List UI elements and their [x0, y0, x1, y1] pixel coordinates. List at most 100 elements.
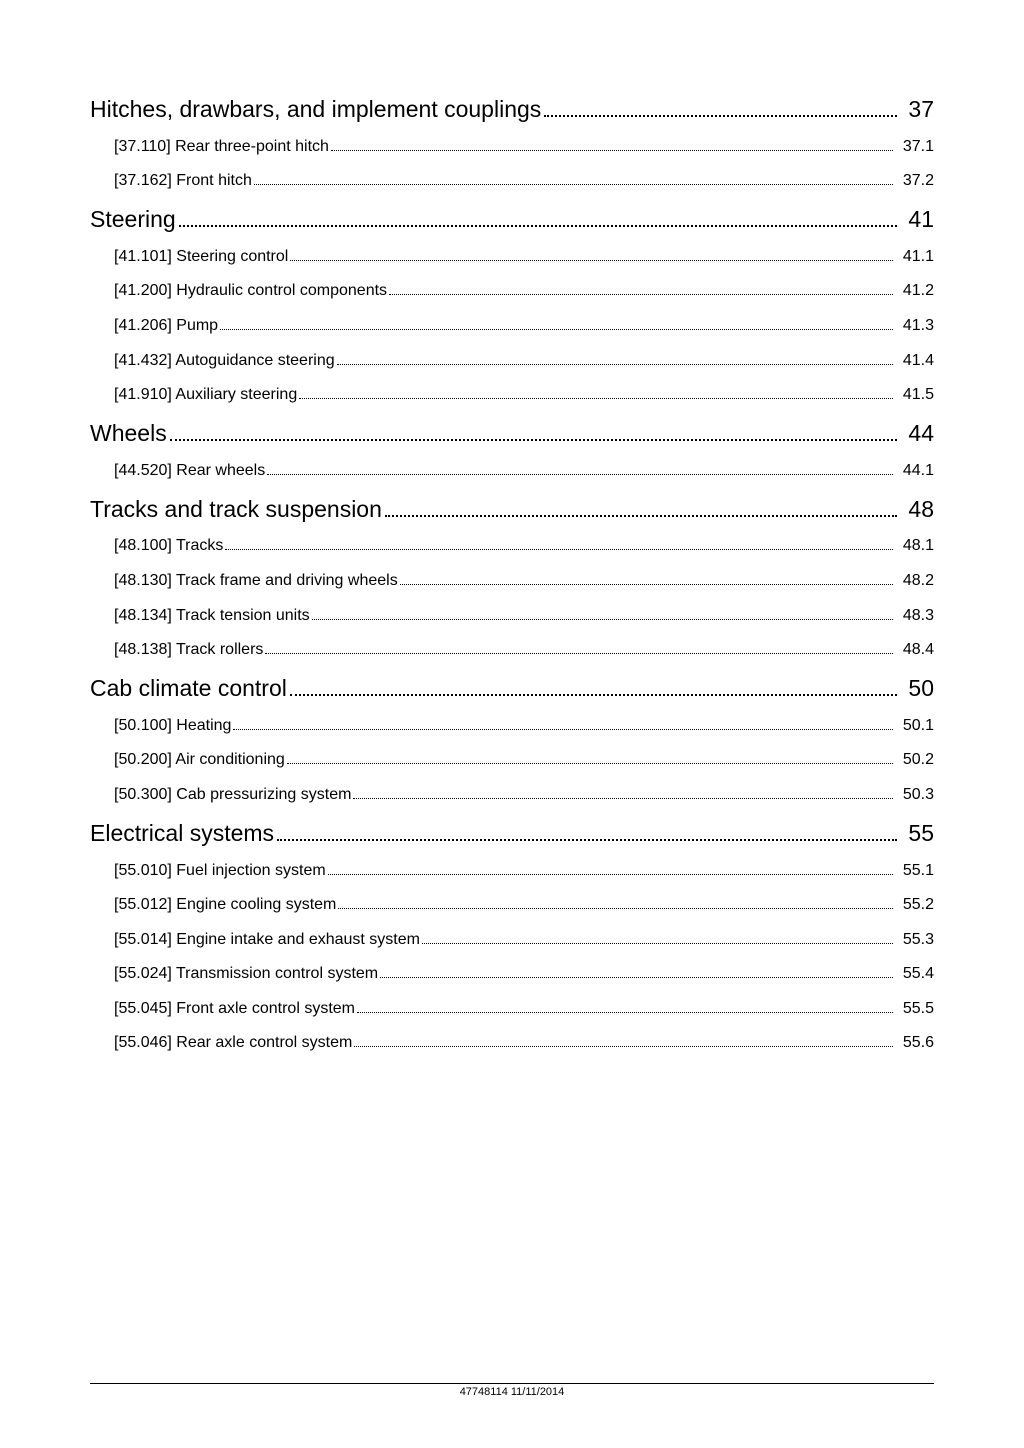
toc-subitem-label: [55.024] Transmission control system	[114, 965, 378, 983]
toc-subitem-label: [41.200] Hydraulic control components	[114, 282, 387, 300]
toc-leader-dots	[265, 641, 892, 655]
toc-section-page: 41	[900, 206, 934, 233]
page-footer: 47748114 11/11/2014	[90, 1383, 934, 1398]
toc-section-label: Cab climate control	[90, 675, 287, 702]
toc-section: Hitches, drawbars, and implement couplin…	[90, 96, 934, 123]
toc-subitem: [37.162] Front hitch37.2	[114, 172, 934, 191]
toc-subitem-label: [48.138] Track rollers	[114, 641, 263, 659]
toc-subitem-page: 55.5	[895, 1000, 934, 1018]
toc-leader-dots	[220, 316, 893, 330]
toc-section-label: Wheels	[90, 420, 167, 447]
toc-subitem: [48.100] Tracks 48.1	[114, 537, 934, 556]
footer-text: 47748114 11/11/2014	[460, 1386, 565, 1398]
toc-leader-dots	[170, 420, 898, 441]
toc-subitem: [55.014] Engine intake and exhaust syste…	[114, 930, 934, 949]
toc-subitem-page: 48.2	[895, 572, 934, 590]
toc-leader-dots	[225, 537, 892, 551]
toc-leader-dots	[254, 172, 893, 186]
toc-subitem-page: 37.1	[895, 138, 934, 156]
toc-leader-dots	[290, 675, 898, 696]
toc-section-page: 37	[900, 96, 934, 123]
toc-subitem: [48.134] Track tension units48.3	[114, 606, 934, 625]
toc-subitem-label: [48.130] Track frame and driving wheels	[114, 572, 398, 590]
toc-leader-dots	[337, 351, 893, 365]
toc-subitem: [50.300] Cab pressurizing system 50.3	[114, 785, 934, 804]
toc-subitem-label: [55.014] Engine intake and exhaust syste…	[114, 931, 420, 949]
toc-subitem-label: [55.010] Fuel injection system	[114, 862, 326, 880]
toc-subitem: [55.012] Engine cooling system 55.2	[114, 896, 934, 915]
toc-subitem-label: [48.134] Track tension units	[114, 607, 310, 625]
toc-section: Wheels 44	[90, 420, 934, 447]
toc-subitem-page: 48.1	[895, 537, 934, 555]
toc-leader-dots	[389, 282, 893, 296]
toc-subitem: [41.206] Pump41.3	[114, 316, 934, 335]
toc-section-label: Steering	[90, 206, 176, 233]
toc-leader-dots	[299, 386, 893, 400]
toc-subitem-label: [41.910] Auxiliary steering	[114, 386, 297, 404]
toc-subitem-label: [50.200] Air conditioning	[114, 751, 285, 769]
toc-subitem-page: 41.3	[895, 317, 934, 335]
toc-subitem: [41.200] Hydraulic control components 41.…	[114, 282, 934, 301]
toc-subitem: [41.101] Steering control41.1	[114, 247, 934, 266]
toc-subitem: [48.138] Track rollers 48.4	[114, 641, 934, 660]
toc-leader-dots	[544, 96, 897, 117]
toc-subitem-page: 55.4	[895, 965, 934, 983]
toc-subitem: [41.432] Autoguidance steering 41.4	[114, 351, 934, 370]
toc-subitem-label: [37.110] Rear three-point hitch	[114, 138, 329, 156]
toc-leader-dots	[233, 716, 892, 730]
toc-leader-dots	[353, 785, 892, 799]
toc-subitem-label: [55.045] Front axle control system	[114, 1000, 355, 1018]
toc-leader-dots	[179, 207, 898, 228]
toc-leader-dots	[267, 461, 893, 475]
toc-subitem: [50.200] Air conditioning50.2	[114, 751, 934, 770]
toc-section-page: 55	[900, 820, 934, 847]
toc-leader-dots	[385, 496, 898, 517]
toc-subitem-page: 41.1	[895, 248, 934, 266]
toc-subitem-label: [41.432] Autoguidance steering	[114, 352, 335, 370]
toc-subitem-label: [44.520] Rear wheels	[114, 462, 265, 480]
toc-leader-dots	[290, 247, 893, 261]
toc-leader-dots	[400, 571, 893, 585]
toc-subitem-page: 41.2	[895, 282, 934, 300]
toc-subitem-label: [50.300] Cab pressurizing system	[114, 786, 351, 804]
toc-section-label: Tracks and track suspension	[90, 496, 382, 523]
toc-subitem: [48.130] Track frame and driving wheels 4…	[114, 571, 934, 590]
toc-section-page: 50	[900, 675, 934, 702]
toc-subitem: [55.024] Transmission control system 55.4	[114, 965, 934, 984]
toc-subitem-label: [48.100] Tracks	[114, 537, 223, 555]
toc-subitem-page: 44.1	[895, 462, 934, 480]
toc-section: Cab climate control 50	[90, 675, 934, 702]
toc-subitem-label: [50.100] Heating	[114, 717, 231, 735]
toc-section: Electrical systems 55	[90, 820, 934, 847]
toc-subitem: [37.110] Rear three-point hitch 37.1	[114, 137, 934, 156]
toc-section: Tracks and track suspension 48	[90, 496, 934, 523]
toc-section-label: Hitches, drawbars, and implement couplin…	[90, 96, 541, 123]
toc-section-page: 48	[900, 496, 934, 523]
toc-subitem-page: 55.3	[895, 931, 934, 949]
toc-leader-dots	[312, 606, 893, 620]
toc-subitem-page: 55.2	[895, 896, 934, 914]
toc-subitem-page: 55.6	[895, 1034, 934, 1052]
toc-subitem: [55.010] Fuel injection system 55.1	[114, 861, 934, 880]
toc-subitem-page: 48.4	[895, 641, 934, 659]
toc-subitem-page: 41.4	[895, 352, 934, 370]
toc-section-page: 44	[900, 420, 934, 447]
toc-section: Steering 41	[90, 206, 934, 233]
toc-leader-dots	[338, 896, 893, 910]
table-of-contents: Hitches, drawbars, and implement couplin…	[90, 96, 934, 1052]
toc-subitem-page: 37.2	[895, 172, 934, 190]
toc-leader-dots	[357, 999, 893, 1013]
toc-subitem-page: 50.3	[895, 786, 934, 804]
toc-leader-dots	[331, 137, 893, 151]
toc-leader-dots	[277, 820, 897, 841]
toc-leader-dots	[328, 861, 893, 875]
toc-leader-dots	[354, 1034, 893, 1048]
toc-section-label: Electrical systems	[90, 820, 274, 847]
toc-subitem: [44.520] Rear wheels 44.1	[114, 461, 934, 480]
toc-subitem-label: [55.012] Engine cooling system	[114, 896, 336, 914]
toc-leader-dots	[380, 965, 893, 979]
toc-subitem: [55.045] Front axle control system 55.5	[114, 999, 934, 1018]
toc-leader-dots	[422, 930, 893, 944]
toc-subitem-page: 55.1	[895, 862, 934, 880]
toc-subitem: [55.046] Rear axle control system55.6	[114, 1034, 934, 1053]
